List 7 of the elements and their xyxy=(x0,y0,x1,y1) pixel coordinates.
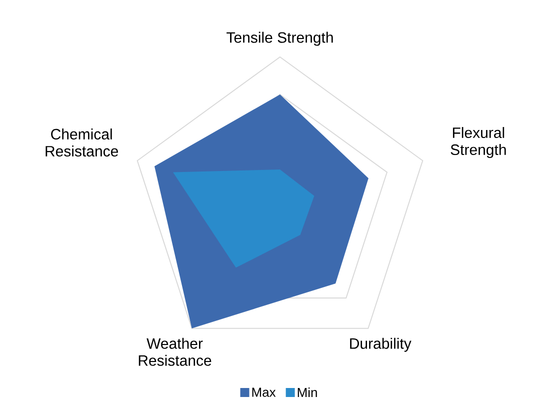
spoke-label: Tensile Strength xyxy=(226,32,333,46)
legend-label: Max xyxy=(252,388,276,397)
spoke-label: Durability xyxy=(350,338,412,352)
spoke-label: Chemical Resistance xyxy=(46,128,118,157)
spoke-label: Flexural Strength xyxy=(450,127,506,158)
legend-label: Min xyxy=(298,388,317,397)
spoke-label: Weather Resistance xyxy=(138,338,212,366)
